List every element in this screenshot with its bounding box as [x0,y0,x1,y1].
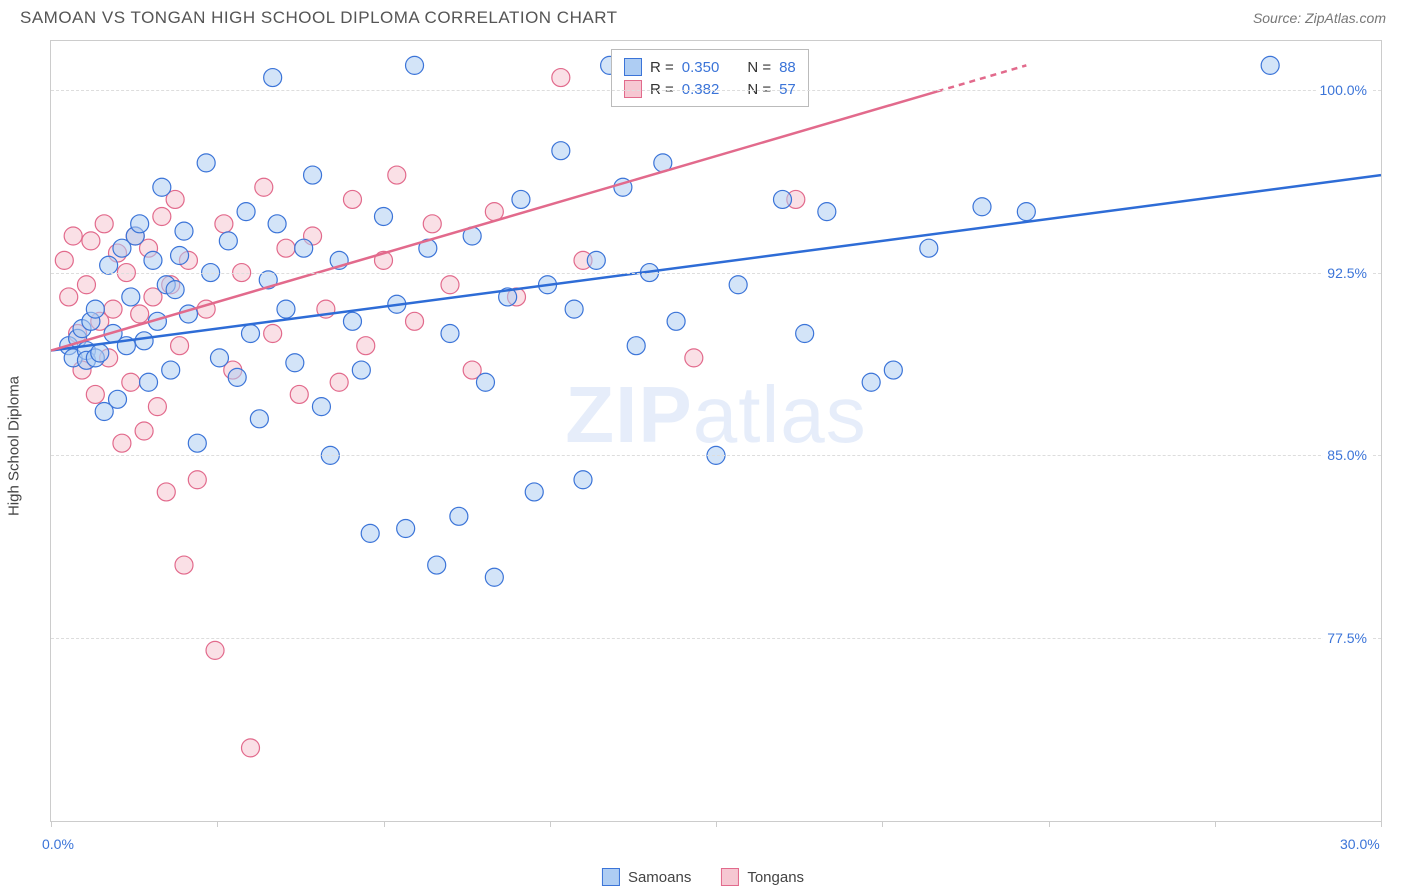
chart-header: SAMOAN VS TONGAN HIGH SCHOOL DIPLOMA COR… [0,0,1406,32]
gridline [51,638,1381,639]
gridline [51,455,1381,456]
stats-box: R = 0.350 N = 88 R = 0.382 N = 57 [611,49,809,107]
x-tick [1049,821,1050,827]
swatch-samoans [624,58,642,76]
legend-swatch-tongans [721,868,739,886]
legend-swatch-samoans [602,868,620,886]
legend-item-samoans: Samoans [602,868,691,886]
legend: Samoans Tongans [602,868,804,886]
legend-label-tongans: Tongans [747,869,804,886]
y-tick-label: 77.5% [1323,630,1371,646]
y-tick-label: 92.5% [1323,265,1371,281]
x-tick [217,821,218,827]
chart-source: Source: ZipAtlas.com [1253,10,1386,26]
x-tick [1381,821,1382,827]
x-tick [882,821,883,827]
scatter-plot [51,41,1381,821]
x-axis-max-label: 30.0% [1340,836,1380,852]
x-tick [51,821,52,827]
x-tick [716,821,717,827]
x-tick [1215,821,1216,827]
y-tick-label: 85.0% [1323,447,1371,463]
legend-label-samoans: Samoans [628,869,691,886]
legend-item-tongans: Tongans [721,868,804,886]
x-tick [550,821,551,827]
x-tick [384,821,385,827]
x-axis-min-label: 0.0% [42,836,74,852]
chart-title: SAMOAN VS TONGAN HIGH SCHOOL DIPLOMA COR… [20,8,618,28]
stats-row-samoans: R = 0.350 N = 88 [624,56,796,78]
y-tick-label: 100.0% [1316,82,1371,98]
gridline [51,273,1381,274]
gridline [51,90,1381,91]
chart-area: ZIPatlas R = 0.350 N = 88 R = 0.382 N = … [50,40,1382,822]
y-axis-title: High School Diploma [6,376,23,516]
